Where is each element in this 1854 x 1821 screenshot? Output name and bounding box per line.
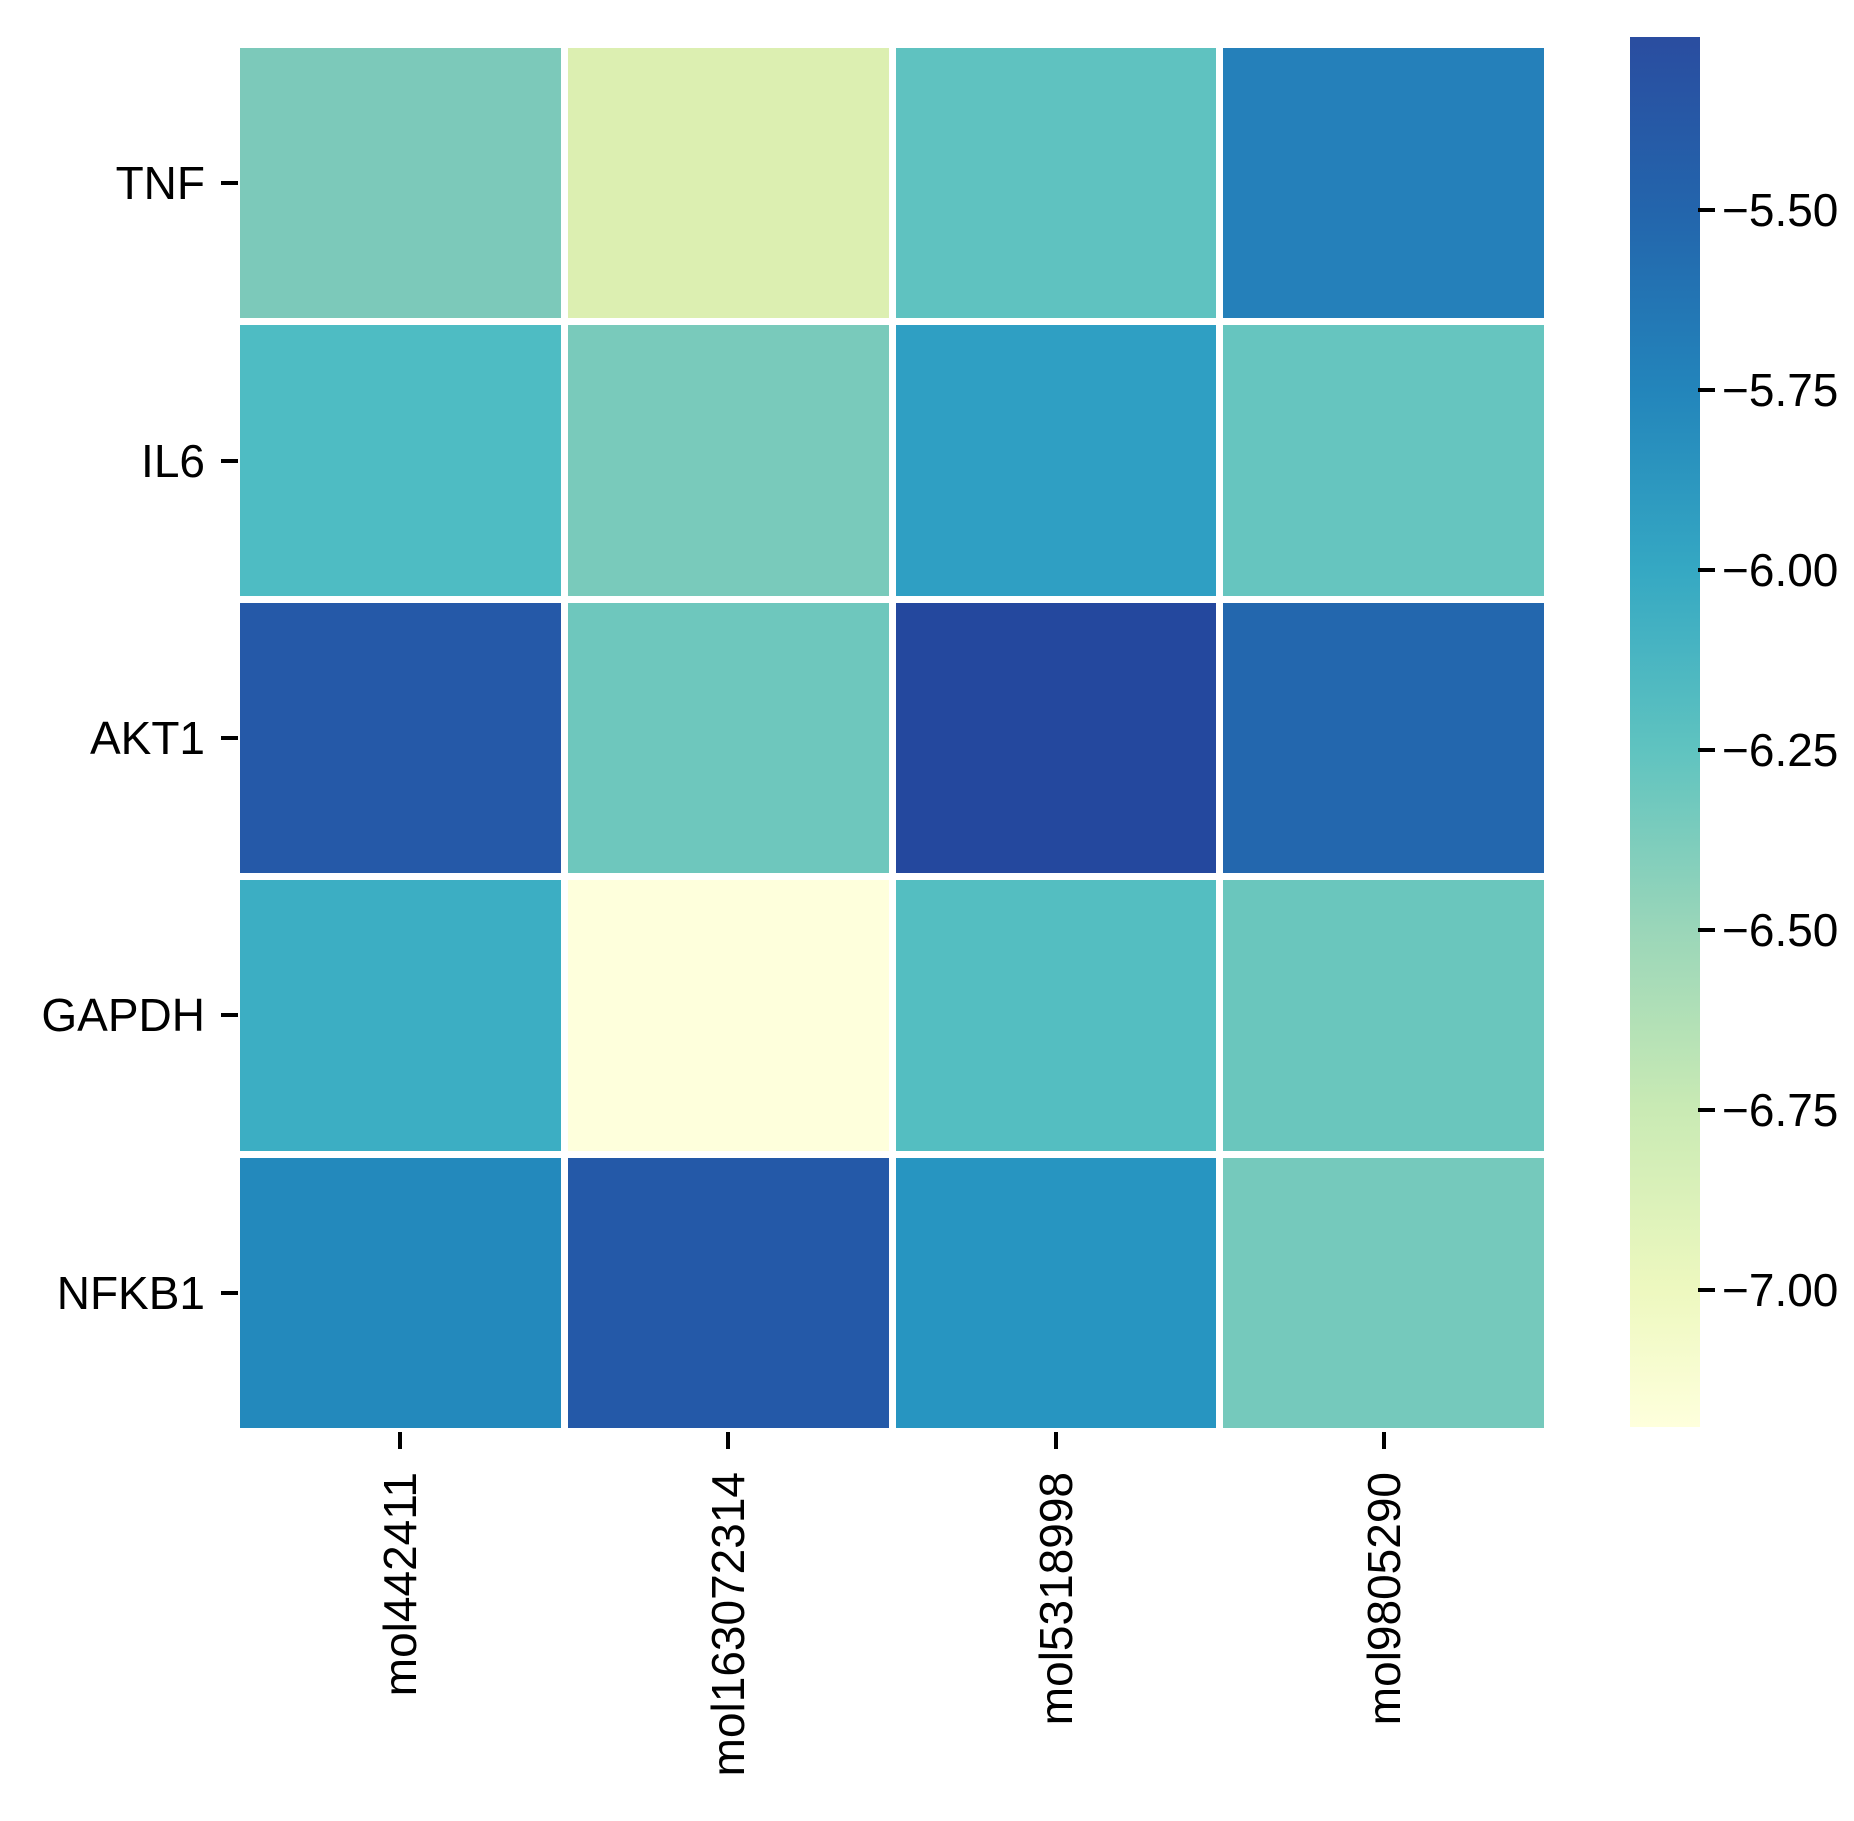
colorbar: [1630, 37, 1700, 1427]
heatmap-cell-AKT1-mol9805290: [1223, 602, 1544, 874]
heatmap-cell-AKT1-mol163072314: [567, 602, 889, 874]
y-tick-GAPDH: [221, 1013, 238, 1018]
heatmap-cell-IL6-mol163072314: [567, 325, 889, 596]
y-axis-label-NFKB1: NFKB1: [56, 1266, 205, 1319]
y-tick-TNF: [221, 181, 238, 186]
colorbar-tick-label-−5.75: −5.75: [1722, 363, 1839, 416]
colorbar-tick-label-−6.50: −6.50: [1722, 904, 1839, 957]
colorbar-tick-−6.00: [1698, 567, 1715, 572]
heatmap-cell-TNF-mol9805290: [1223, 48, 1544, 319]
colorbar-tick-label-−5.50: −5.50: [1722, 183, 1839, 236]
heatmap-cell-NFKB1-mol163072314: [567, 1157, 889, 1428]
heatmap-cell-NFKB1-mol5318998: [895, 1157, 1217, 1428]
colorbar-tick-−5.75: [1698, 387, 1715, 392]
heatmap-cell-IL6-mol5318998: [895, 325, 1217, 596]
heatmap-cell-IL6-mol9805290: [1223, 325, 1544, 596]
heatmap-cell-NFKB1-mol9805290: [1223, 1157, 1544, 1428]
y-axis-label-TNF: TNF: [115, 157, 205, 210]
colorbar-tick-label-−6.25: −6.25: [1722, 724, 1839, 776]
y-axis-label-GAPDH: GAPDH: [41, 989, 205, 1042]
y-axis-label-IL6: IL6: [141, 434, 205, 487]
colorbar-tick-−7.00: [1698, 1288, 1715, 1293]
heatmap-cell-TNF-mol442411: [240, 48, 561, 319]
x-tick-mol9805290: [1381, 1432, 1386, 1449]
x-tick-mol163072314: [726, 1432, 731, 1449]
x-tick-mol442411: [398, 1432, 403, 1449]
y-tick-IL6: [221, 458, 238, 463]
colorbar-tick-label-−7.00: −7.00: [1722, 1264, 1839, 1317]
x-axis-label-mol442411: mol442411: [374, 1472, 427, 1697]
heatmap-cell-AKT1-mol5318998: [895, 602, 1217, 874]
y-tick-AKT1: [221, 736, 238, 740]
x-axis-label-mol163072314: mol163072314: [702, 1472, 755, 1777]
colorbar-tick-label-−6.00: −6.00: [1722, 543, 1839, 596]
x-axis-label-mol9805290: mol9805290: [1357, 1472, 1410, 1726]
heatmap-cell-TNF-mol5318998: [895, 48, 1217, 319]
colorbar-tick-−5.50: [1698, 207, 1715, 212]
colorbar-tick-label-−6.75: −6.75: [1722, 1084, 1839, 1137]
heatmap-cell-GAPDH-mol163072314: [567, 880, 889, 1151]
heatmap-cell-IL6-mol442411: [240, 325, 561, 596]
heatmap-cell-NFKB1-mol442411: [240, 1157, 561, 1428]
y-axis-label-AKT1: AKT1: [89, 712, 205, 764]
heatmap-cell-GAPDH-mol5318998: [895, 880, 1217, 1151]
y-tick-NFKB1: [221, 1290, 238, 1295]
heatmap-cell-TNF-mol163072314: [567, 48, 889, 319]
colorbar-tick-−6.25: [1698, 748, 1715, 752]
colorbar-tick-−6.50: [1698, 928, 1715, 933]
heatmap-grid: [240, 48, 1544, 1428]
colorbar-tick-−6.75: [1698, 1108, 1715, 1113]
x-axis-label-mol5318998: mol5318998: [1029, 1472, 1082, 1726]
x-tick-mol5318998: [1053, 1432, 1058, 1449]
heatmap-cell-GAPDH-mol442411: [240, 880, 561, 1151]
heatmap-cell-AKT1-mol442411: [240, 602, 561, 874]
heatmap-cell-GAPDH-mol9805290: [1223, 880, 1544, 1151]
